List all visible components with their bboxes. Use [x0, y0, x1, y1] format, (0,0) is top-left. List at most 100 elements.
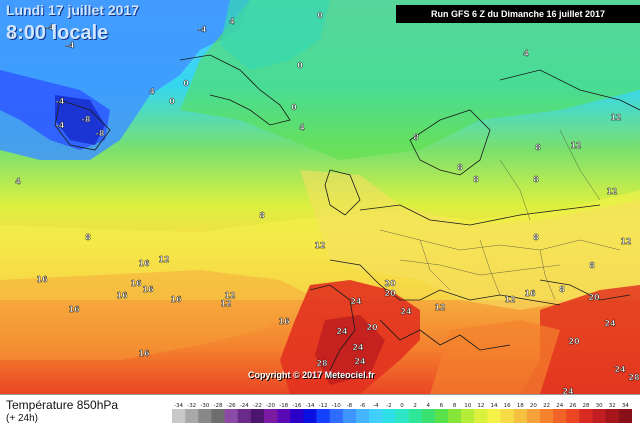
- temperature-label: 0: [297, 61, 303, 70]
- temperature-label: 8: [535, 143, 541, 152]
- temperature-label: 8: [85, 233, 91, 242]
- scale-tick-label: -18: [279, 403, 288, 409]
- scale-swatch: [461, 409, 475, 423]
- scale-tick-label: -16: [292, 403, 301, 409]
- temperature-label: -4: [198, 25, 207, 34]
- scale-tick-label: 34: [622, 403, 629, 409]
- coldest-core: [55, 95, 105, 145]
- forecast-date: Lundi 17 juillet 2017: [6, 2, 140, 18]
- scale-tick-label: -10: [332, 403, 341, 409]
- scale-swatch: [540, 409, 554, 423]
- scale-tick-label: -22: [253, 403, 262, 409]
- scale-tick-label: 30: [596, 403, 603, 409]
- temperature-label: 4: [149, 87, 155, 96]
- temperature-label: 24: [350, 297, 362, 306]
- temperature-map: 04-4-4-400000-4-8-4-84444888881212128812…: [0, 0, 640, 394]
- hot-core: [315, 315, 385, 385]
- orange-southeast: [430, 320, 560, 394]
- temperature-label: 12: [158, 255, 169, 264]
- scale-swatch: [592, 409, 607, 423]
- scale-tick-label: 8: [453, 403, 457, 409]
- scale-swatch: [224, 409, 239, 423]
- temperature-label: 24: [562, 387, 574, 394]
- temperature-label: 4: [523, 49, 529, 58]
- scale-swatch: [487, 409, 501, 423]
- temperature-label: 16: [138, 259, 150, 268]
- scale-swatch: [566, 409, 580, 423]
- europe-warm: [300, 170, 640, 310]
- temperature-label: 0: [11, 31, 17, 40]
- run-banner: Run GFS 6 Z du Dimanche 16 juillet 2017: [396, 5, 640, 23]
- temperature-label: -4: [66, 41, 75, 50]
- temperature-label: 28: [628, 373, 640, 382]
- scale-swatch: [250, 409, 265, 423]
- temperature-label: 24: [604, 319, 616, 328]
- scale-tick-label: 4: [427, 403, 431, 409]
- scale-tick-label: -6: [360, 403, 366, 409]
- temperature-label: 12: [610, 113, 621, 122]
- scale-tick-label: 6: [440, 403, 444, 409]
- scale-tick-label: -12: [319, 403, 328, 409]
- greenland-arctic: [220, 0, 330, 70]
- temperature-label: 4: [299, 123, 305, 132]
- variable-label: Température 850hPa: [6, 398, 119, 412]
- temperature-label: 16: [278, 317, 290, 326]
- scale-tick-label: 10: [464, 403, 471, 409]
- scale-tick-label: -24: [240, 403, 249, 409]
- temperature-label: 24: [614, 365, 626, 374]
- temperature-label: 16: [524, 289, 536, 298]
- hot-southeast: [520, 285, 640, 394]
- temperature-label: 24: [400, 307, 412, 316]
- temperature-label: 8: [413, 133, 419, 142]
- temperature-label: 8: [559, 285, 565, 294]
- scale-tick-label: 24: [556, 403, 563, 409]
- temperature-label: 16: [142, 285, 154, 294]
- scale-tick-label: 16: [504, 403, 511, 409]
- temperature-label: 4: [15, 177, 21, 186]
- scale-swatch: [211, 409, 225, 423]
- scale-swatch: [579, 409, 593, 423]
- temperature-label: 12: [220, 299, 231, 308]
- scale-tick-label: 28: [583, 403, 590, 409]
- temperature-label: 12: [224, 291, 235, 300]
- scale-tick-label: -14: [306, 403, 315, 409]
- scale-swatch: [237, 409, 252, 423]
- temperature-label: 12: [570, 141, 581, 150]
- color-scale: -34 -32 -30 -28 -26 -24 -22 -20 -18 -16 -14 -12 -10-…: [172, 403, 632, 423]
- scale-swatch: [421, 409, 436, 423]
- scale-swatch: [185, 409, 199, 423]
- scale-swatch: [553, 409, 567, 423]
- temperature-label: 8: [589, 261, 595, 270]
- temperature-label: 20: [366, 323, 378, 332]
- scale-tick-label: -2: [386, 403, 391, 409]
- temperature-label: 8: [259, 211, 265, 220]
- temperature-label: -4: [46, 23, 55, 32]
- temperature-label: 8: [533, 175, 539, 184]
- temperature-label: -4: [56, 97, 65, 106]
- temperature-label: 16: [116, 291, 128, 300]
- scale-tick-label: -20: [266, 403, 275, 409]
- temperature-label: 0: [291, 103, 297, 112]
- scale-swatch: [329, 409, 344, 423]
- scale-swatch: [277, 409, 291, 423]
- temperature-label: 0: [317, 11, 323, 20]
- temperature-label: 16: [36, 275, 48, 284]
- temperature-label: 24: [354, 357, 366, 366]
- temperature-label: 8: [457, 163, 463, 172]
- scale-tick-label: 12: [477, 403, 484, 409]
- scale-swatch: [369, 409, 383, 423]
- temperature-label: -8: [82, 115, 91, 124]
- scale-swatch: [500, 409, 515, 423]
- temperature-label: -4: [56, 121, 65, 130]
- temperature-label: 12: [504, 295, 515, 304]
- temperature-label: 12: [314, 241, 325, 250]
- scale-swatch: [172, 409, 186, 423]
- temperature-label: 20: [588, 293, 600, 302]
- temperature-label: 0: [169, 97, 175, 106]
- scale-swatch: [434, 409, 449, 423]
- scale-swatch: [303, 409, 317, 423]
- temperature-label: 24: [352, 343, 364, 352]
- scale-swatch: [513, 409, 528, 423]
- scale-tick-label: 26: [569, 403, 576, 409]
- scale-tick-label: -28: [214, 403, 223, 409]
